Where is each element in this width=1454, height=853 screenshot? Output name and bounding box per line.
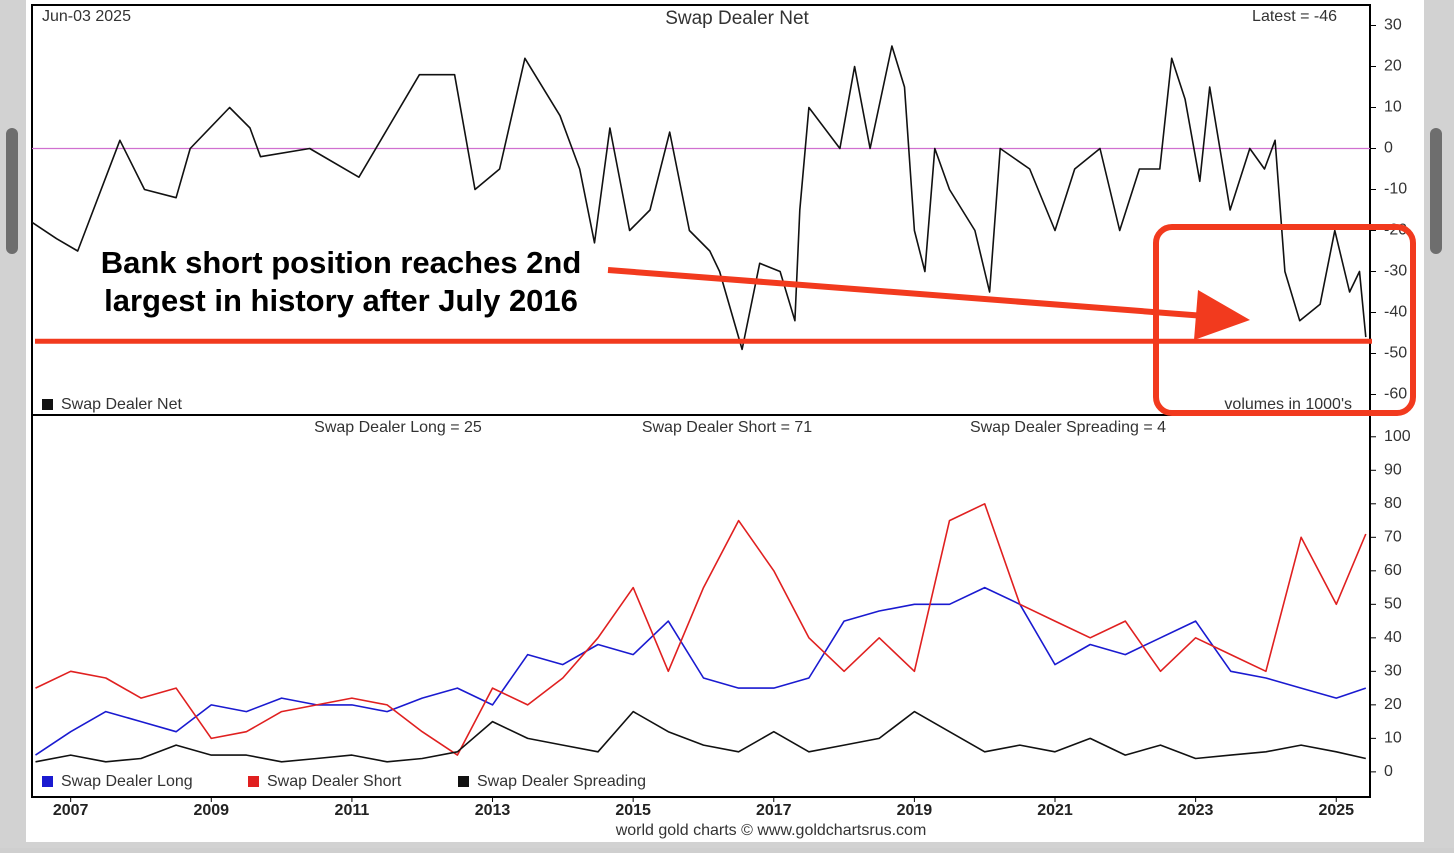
x-tick-label: 2021 bbox=[1037, 802, 1073, 819]
scroll-handle bbox=[6, 128, 18, 254]
y-tick-label: 30 bbox=[1384, 663, 1402, 680]
date-label: Jun-03 2025 bbox=[42, 8, 131, 25]
x-tick-label: 2017 bbox=[756, 802, 792, 819]
legend-swatch bbox=[458, 776, 469, 787]
x-tick-label: 2023 bbox=[1178, 802, 1214, 819]
credit: world gold charts © www.goldchartsrus.co… bbox=[615, 822, 927, 839]
y-tick-label: -60 bbox=[1384, 386, 1407, 403]
y-tick-label: 30 bbox=[1384, 17, 1402, 34]
y-tick-label: -50 bbox=[1384, 345, 1407, 362]
series-line bbox=[31, 45, 1367, 351]
legend-label: Swap Dealer Spreading bbox=[477, 773, 646, 790]
scroll-handle bbox=[1430, 128, 1442, 254]
arrow-head bbox=[1194, 290, 1250, 340]
chart-background bbox=[26, 0, 1424, 842]
y-tick-label: 40 bbox=[1384, 629, 1402, 646]
arrow-shaft bbox=[607, 267, 1206, 319]
legend-swatch bbox=[42, 399, 53, 410]
y-tick-label: 60 bbox=[1384, 562, 1402, 579]
highlight-box bbox=[1153, 224, 1416, 416]
x-tick-label: 2011 bbox=[335, 802, 370, 819]
y-tick-label: -30 bbox=[1384, 263, 1407, 280]
y-tick-label: 10 bbox=[1384, 730, 1402, 747]
legend-label: Swap Dealer Long bbox=[61, 773, 193, 790]
y-tick-label: 100 bbox=[1384, 428, 1411, 445]
y-tick-label: 90 bbox=[1384, 462, 1402, 479]
chart-title: Swap Dealer Net bbox=[665, 8, 809, 29]
x-tick-label: 2013 bbox=[475, 802, 511, 819]
annotation: Bank short position reaches 2nd bbox=[101, 245, 582, 280]
y-tick-label: 20 bbox=[1384, 696, 1402, 713]
x-tick-label: 2019 bbox=[897, 802, 933, 819]
x-tick-label: 2015 bbox=[615, 802, 651, 819]
y-tick-label: 80 bbox=[1384, 495, 1402, 512]
legend-swatch bbox=[248, 776, 259, 787]
series-line bbox=[35, 503, 1367, 756]
y-tick-label: 50 bbox=[1384, 596, 1402, 613]
legend-label: Swap Dealer Net bbox=[61, 396, 183, 413]
units-note: volumes in 1000's bbox=[1224, 396, 1352, 413]
legend-swatch bbox=[42, 776, 53, 787]
headline: Swap Dealer Spreading = 4 bbox=[970, 419, 1166, 436]
y-tick-label: 0 bbox=[1384, 763, 1393, 780]
x-tick-label: 2007 bbox=[53, 802, 89, 819]
annotation: largest in history after July 2016 bbox=[104, 283, 578, 318]
series-line bbox=[35, 710, 1366, 763]
legend-label: Swap Dealer Short bbox=[267, 773, 402, 790]
y-tick-label: 0 bbox=[1384, 140, 1393, 157]
y-tick-label: 70 bbox=[1384, 529, 1402, 546]
headline: Swap Dealer Long = 25 bbox=[314, 419, 482, 436]
y-tick-label: -40 bbox=[1384, 304, 1407, 321]
series-line bbox=[35, 586, 1367, 756]
y-tick-label: 20 bbox=[1384, 58, 1402, 75]
x-tick-label: 2025 bbox=[1318, 802, 1354, 819]
x-tick-label: 2009 bbox=[193, 802, 229, 819]
y-tick-label: -10 bbox=[1384, 181, 1407, 198]
y-tick-label: 10 bbox=[1384, 99, 1402, 116]
latest-label: Latest = -46 bbox=[1252, 8, 1337, 25]
headline: Swap Dealer Short = 71 bbox=[642, 419, 812, 436]
plot-border bbox=[31, 4, 1371, 798]
